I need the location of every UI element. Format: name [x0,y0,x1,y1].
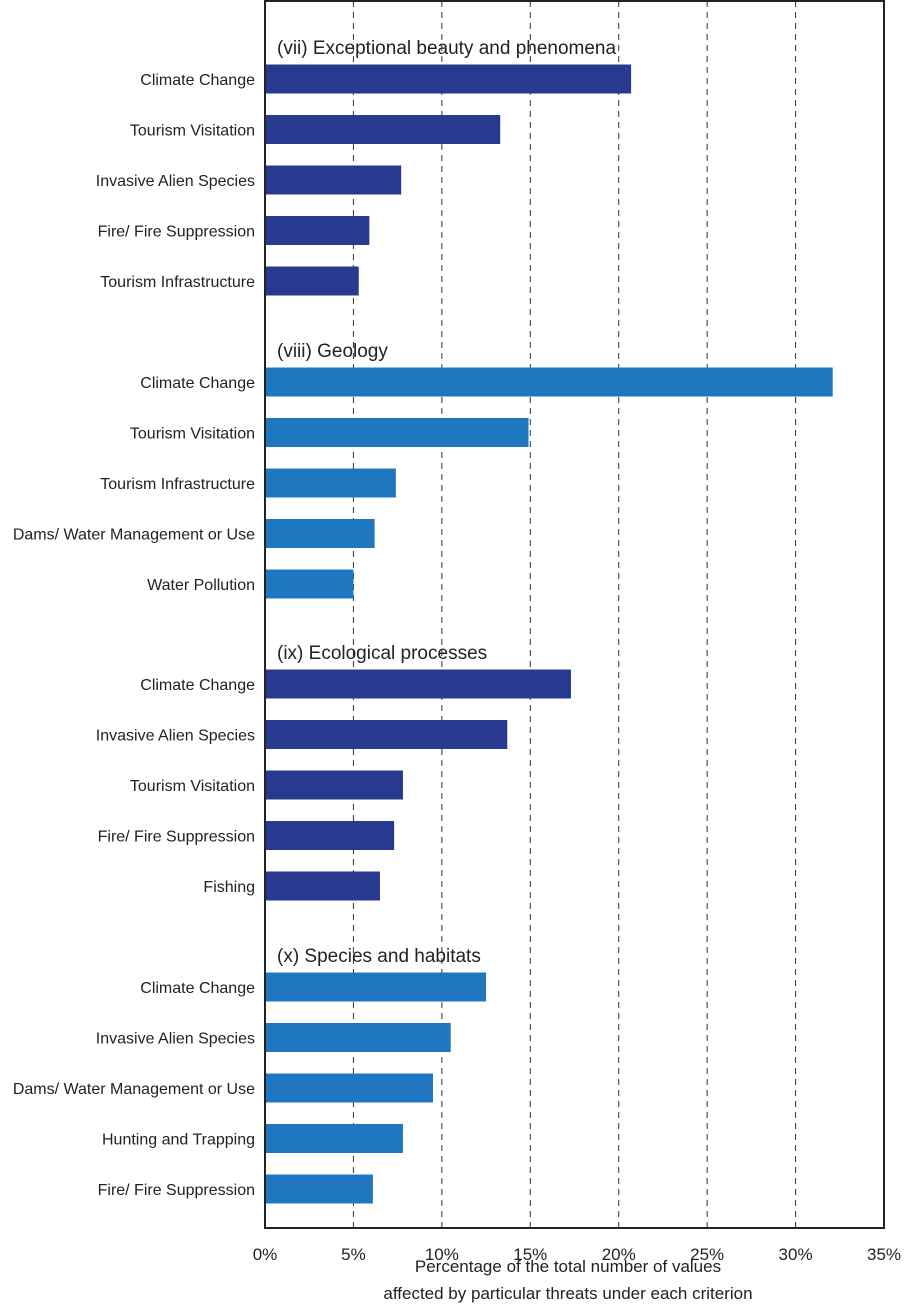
x-tick-label: 25% [690,1245,724,1264]
x-tick-label: 0% [253,1245,278,1264]
group-titles: (vii) Exceptional beauty and phenomena (v… [277,38,616,967]
x-axis-title: Percentage of the total number of values… [383,1257,752,1303]
bar [265,569,354,599]
bar [265,669,571,699]
category-label: Tourism Visitation [130,123,255,140]
category-label: Tourism Visitation [130,778,255,795]
category-label: Tourism Infrastructure [100,476,255,493]
category-label: Tourism Infrastructure [100,274,255,291]
bar [265,1174,373,1204]
category-label: Invasive Alien Species [96,1031,255,1048]
x-tick-label: 20% [602,1245,636,1264]
plot-frame [264,0,885,1229]
category-label: Climate Change [140,375,255,392]
bar [265,1124,403,1153]
category-label: Dams/ Water Management or Use [13,527,255,544]
bar [265,165,402,195]
x-axis-title-line: Percentage of the total number of values [415,1257,721,1276]
category-label: Climate Change [140,677,255,694]
category-labels: Climate Change Tourism Visitation Invasive… [13,72,255,1199]
bars [265,64,833,1204]
x-tick-label: 30% [779,1245,813,1264]
category-label: Fishing [203,879,255,896]
bar [265,216,370,245]
group-title: (x) Species and habitats [277,946,481,967]
category-label: Fire/ Fire Suppression [98,224,255,241]
bar [265,468,396,498]
category-label: Fire/ Fire Suppression [98,829,255,846]
group-title: (viii) Geology [277,341,388,362]
category-label: Hunting and Trapping [102,1132,255,1149]
bar [265,115,501,144]
bar [265,972,487,1002]
category-label: Tourism Visitation [130,426,255,443]
x-tick-label: 35% [867,1245,901,1264]
x-tick-label: 10% [425,1245,459,1264]
bar [265,418,529,447]
bar [265,266,359,296]
bar [265,720,508,749]
category-label: Invasive Alien Species [96,173,255,190]
bar [265,1023,451,1052]
category-label: Climate Change [140,72,255,89]
bar [265,770,403,800]
x-tick-label: 5% [341,1245,366,1264]
category-label: Climate Change [140,980,255,997]
bar [265,821,395,850]
group-title: (ix) Ecological processes [277,643,487,664]
x-axis-title-line: affected by particular threats under eac… [383,1284,752,1303]
bar [265,367,833,397]
group-title: (vii) Exceptional beauty and phenomena [277,38,616,59]
bar [265,64,632,94]
category-label: Dams/ Water Management or Use [13,1081,255,1098]
bar [265,519,375,548]
category-label: Water Pollution [147,577,255,594]
bar [265,871,380,901]
category-label: Invasive Alien Species [96,728,255,745]
category-label: Fire/ Fire Suppression [98,1182,255,1199]
bar [265,1073,434,1103]
x-tick-labels: 0% 5% 10% 15% 20% 25% 30% 35% [253,1245,901,1264]
x-tick-label: 15% [513,1245,547,1264]
